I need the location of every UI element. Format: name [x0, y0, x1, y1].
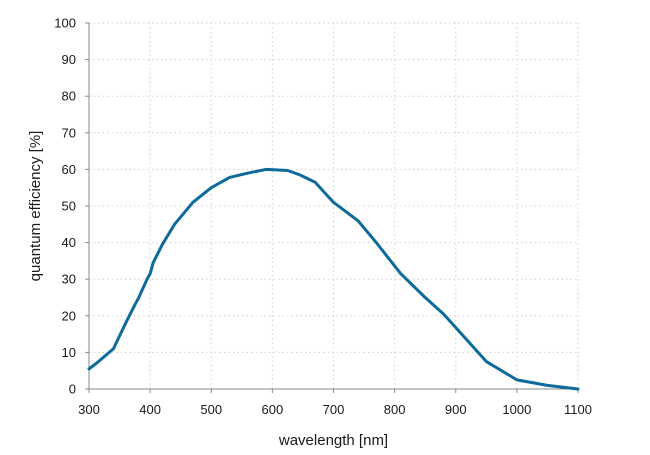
y-tick-label: 30	[62, 272, 76, 287]
y-tick-label: 100	[54, 16, 76, 31]
y-tick-label: 70	[62, 125, 76, 140]
ticks: 300 400 500 600 700 800 900 1000 1100 0 10 20 30 40 50…	[54, 16, 592, 418]
y-tick-label: 0	[69, 382, 76, 397]
x-tick-label: 800	[384, 402, 406, 417]
y-tick-label: 10	[62, 345, 76, 360]
x-tick-label: 400	[139, 402, 161, 417]
x-tick-label: 500	[200, 402, 222, 417]
y-tick-label: 90	[62, 52, 76, 67]
series-line	[87, 167, 580, 391]
x-tick-label: 900	[445, 402, 467, 417]
grid	[89, 22, 579, 389]
series	[87, 167, 580, 391]
x-axis-label: wavelength [nm]	[278, 432, 388, 449]
y-tick-label: 40	[62, 235, 76, 250]
y-tick-label: 50	[62, 199, 76, 214]
x-tick-label: 700	[323, 402, 345, 417]
y-tick-label: 60	[62, 162, 76, 177]
x-tick-label: 300	[78, 402, 100, 417]
x-tick-label: 1100	[564, 402, 592, 417]
y-tick-label: 20	[62, 308, 76, 323]
y-axis-label: quantum efficiency [%]	[27, 131, 44, 282]
x-tick-label: 600	[262, 402, 284, 417]
x-tick-label: 1000	[502, 402, 531, 417]
y-tick-label: 80	[62, 89, 76, 104]
